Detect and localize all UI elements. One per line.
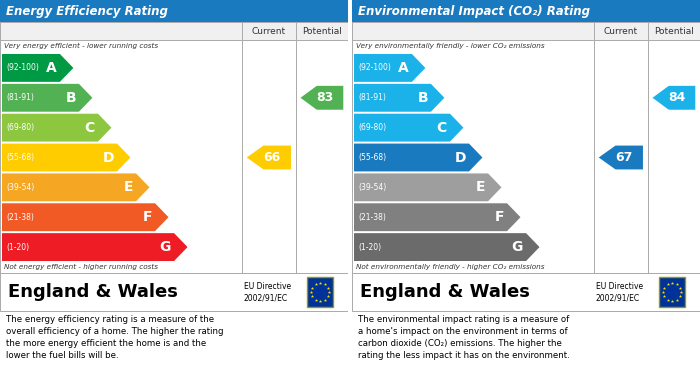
Text: 66: 66 — [264, 151, 281, 164]
Text: E: E — [475, 180, 485, 194]
Text: B: B — [417, 91, 428, 105]
Text: (81-91): (81-91) — [6, 93, 34, 102]
Text: England & Wales: England & Wales — [8, 283, 178, 301]
Text: The energy efficiency rating is a measure of the
overall efficiency of a home. T: The energy efficiency rating is a measur… — [6, 315, 223, 361]
Polygon shape — [2, 84, 92, 112]
Polygon shape — [2, 54, 73, 82]
Text: Very energy efficient - lower running costs: Very energy efficient - lower running co… — [4, 43, 158, 49]
Polygon shape — [2, 233, 188, 261]
Text: (69-80): (69-80) — [358, 123, 386, 132]
Text: (39-54): (39-54) — [6, 183, 34, 192]
Polygon shape — [354, 203, 521, 231]
Bar — [659, 277, 685, 307]
Text: The environmental impact rating is a measure of
a home's impact on the environme: The environmental impact rating is a mea… — [358, 315, 570, 361]
Text: (92-100): (92-100) — [358, 63, 391, 72]
Text: 67: 67 — [616, 151, 633, 164]
Text: Not energy efficient - higher running costs: Not energy efficient - higher running co… — [4, 264, 158, 270]
Bar — [0, 22, 348, 273]
Bar — [352, 273, 700, 311]
Text: EU Directive
2002/91/EC: EU Directive 2002/91/EC — [244, 282, 290, 302]
Text: (1-20): (1-20) — [6, 242, 29, 251]
Polygon shape — [354, 143, 482, 171]
Polygon shape — [354, 174, 501, 201]
Text: 84: 84 — [668, 91, 686, 104]
Text: Energy Efficiency Rating: Energy Efficiency Rating — [6, 5, 168, 18]
Text: D: D — [454, 151, 466, 165]
Text: F: F — [495, 210, 504, 224]
Text: G: G — [160, 240, 171, 254]
Bar — [348, 0, 352, 391]
Bar — [0, 273, 348, 311]
Text: (55-68): (55-68) — [6, 153, 34, 162]
Text: C: C — [437, 121, 447, 135]
Text: B: B — [65, 91, 76, 105]
Polygon shape — [246, 145, 291, 169]
Polygon shape — [300, 86, 343, 110]
Polygon shape — [652, 86, 695, 110]
Text: (39-54): (39-54) — [358, 183, 386, 192]
Polygon shape — [354, 84, 444, 112]
Text: Very environmentally friendly - lower CO₂ emissions: Very environmentally friendly - lower CO… — [356, 43, 545, 49]
Polygon shape — [2, 143, 130, 171]
Text: Potential: Potential — [654, 27, 694, 36]
Text: England & Wales: England & Wales — [360, 283, 530, 301]
Text: (92-100): (92-100) — [6, 63, 39, 72]
Text: (21-38): (21-38) — [6, 213, 34, 222]
Text: Environmental Impact (CO₂) Rating: Environmental Impact (CO₂) Rating — [358, 5, 590, 18]
Bar — [352, 22, 700, 273]
Polygon shape — [354, 233, 540, 261]
Polygon shape — [354, 54, 426, 82]
Text: (81-91): (81-91) — [358, 93, 386, 102]
Text: C: C — [85, 121, 95, 135]
Text: E: E — [123, 180, 133, 194]
Polygon shape — [2, 174, 150, 201]
Bar — [0, 22, 348, 40]
Bar — [352, 22, 700, 40]
Text: (55-68): (55-68) — [358, 153, 386, 162]
Text: Not environmentally friendly - higher CO₂ emissions: Not environmentally friendly - higher CO… — [356, 264, 545, 270]
Text: A: A — [398, 61, 409, 75]
Polygon shape — [598, 145, 643, 169]
Text: 83: 83 — [316, 91, 334, 104]
Text: EU Directive
2002/91/EC: EU Directive 2002/91/EC — [596, 282, 643, 302]
Text: Potential: Potential — [302, 27, 342, 36]
Text: (1-20): (1-20) — [358, 242, 381, 251]
Bar — [307, 277, 333, 307]
Text: Current: Current — [604, 27, 638, 36]
Text: (21-38): (21-38) — [358, 213, 386, 222]
Text: Current: Current — [252, 27, 286, 36]
Text: G: G — [512, 240, 523, 254]
Bar — [0, 0, 348, 22]
Text: D: D — [102, 151, 114, 165]
Polygon shape — [354, 114, 463, 142]
Bar — [352, 0, 700, 22]
Polygon shape — [2, 114, 111, 142]
Polygon shape — [2, 203, 169, 231]
Text: F: F — [143, 210, 152, 224]
Text: A: A — [46, 61, 57, 75]
Text: (69-80): (69-80) — [6, 123, 34, 132]
